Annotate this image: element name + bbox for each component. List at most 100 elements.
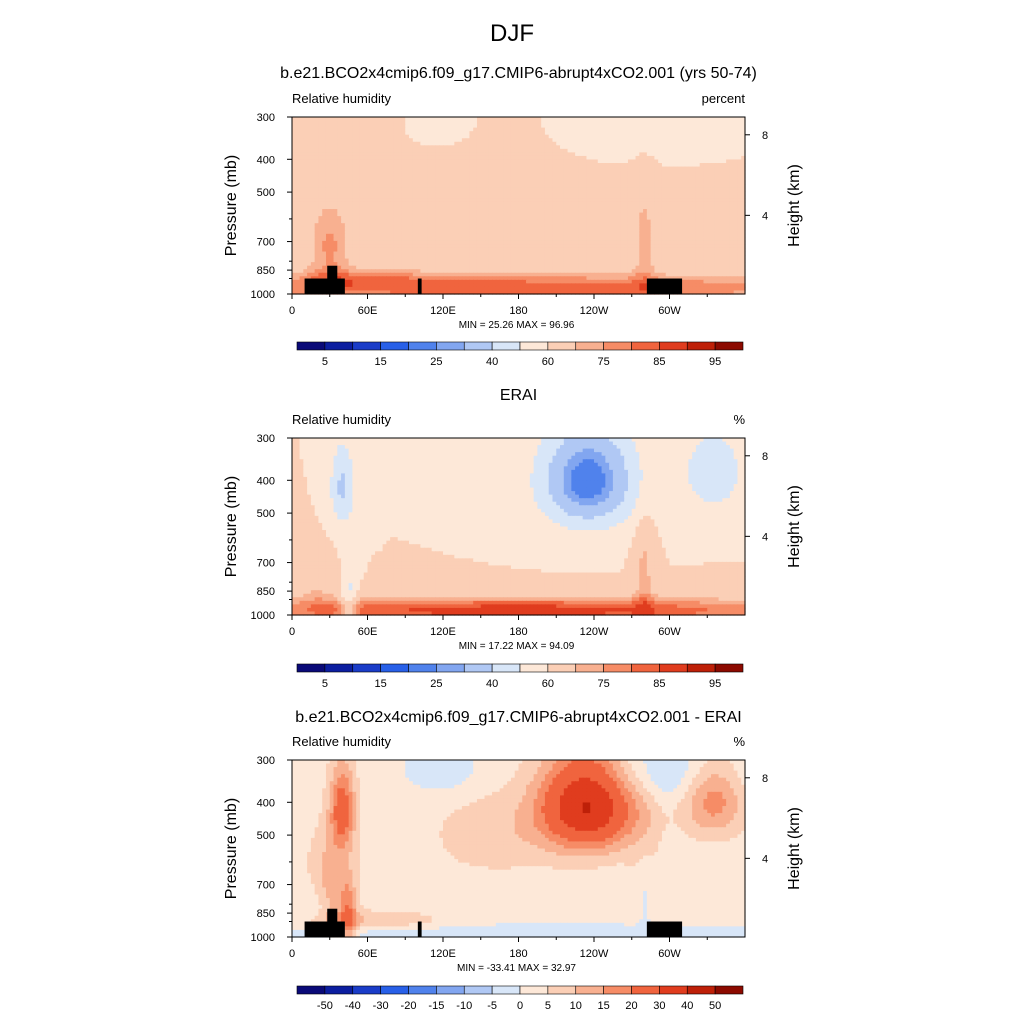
field-cell [458, 251, 463, 256]
field-cell [341, 233, 346, 238]
field-cell [390, 152, 395, 157]
field-cell [348, 262, 354, 267]
field-cell [348, 237, 354, 242]
field-cell [650, 201, 656, 207]
field-cell [680, 247, 686, 253]
field-cell [522, 117, 527, 122]
field-cell [386, 187, 391, 192]
field-cell [726, 173, 731, 178]
field-cell [688, 216, 693, 221]
field-cell [522, 230, 527, 235]
field-cell [352, 155, 357, 161]
field-cell [458, 244, 463, 249]
field-cell [737, 247, 742, 253]
field-cell [356, 201, 361, 207]
field-cell [688, 194, 693, 200]
field-cell [476, 209, 482, 214]
field-cell [699, 177, 705, 182]
field-cell [594, 170, 599, 175]
field-cell [582, 163, 588, 168]
field-cell [424, 191, 429, 196]
field-cell [416, 117, 421, 122]
field-cell [465, 198, 471, 203]
field-cell [669, 191, 674, 196]
field-cell [292, 237, 297, 242]
field-cell [344, 163, 350, 168]
field-cell [529, 134, 535, 139]
field-cell [382, 117, 387, 122]
field-cell [492, 209, 497, 214]
field-cell [741, 180, 746, 185]
field-cell [544, 177, 550, 182]
field-cell [658, 216, 663, 221]
field-cell [688, 205, 693, 210]
field-cell [529, 124, 535, 129]
field-cell [344, 226, 350, 231]
field-cell [488, 244, 493, 249]
field-cell [465, 124, 471, 129]
field-cell [420, 152, 425, 157]
field-cell [439, 127, 444, 132]
field-cell [677, 191, 682, 196]
field-cell [344, 120, 350, 125]
field-cell [371, 223, 376, 228]
field-cell [650, 205, 656, 210]
field-cell [435, 173, 440, 178]
field-cell [356, 177, 361, 182]
field-cell [624, 163, 629, 168]
field-cell [737, 163, 742, 168]
field-cell [639, 120, 644, 125]
field-cell [318, 184, 323, 189]
field-cell [631, 152, 637, 157]
field-cell [356, 166, 361, 171]
field-cell [378, 120, 384, 125]
field-cell [567, 198, 572, 203]
field-cell [375, 233, 380, 238]
field-cell [329, 134, 335, 139]
field-cell [575, 163, 580, 168]
field-cell [295, 251, 301, 256]
field-cell [473, 258, 478, 263]
field-cell [650, 170, 656, 175]
field-cell [541, 148, 546, 153]
field-cell [695, 237, 701, 242]
field-cell [333, 212, 338, 217]
field-cell [371, 187, 376, 192]
field-cell [627, 152, 633, 157]
field-cell [386, 223, 391, 228]
field-cell [325, 127, 331, 132]
field-cell [533, 120, 538, 125]
field-cell [412, 223, 418, 228]
field-cell [548, 177, 554, 182]
field-cell [484, 117, 489, 122]
field-cell [703, 159, 708, 164]
field-cell [510, 223, 516, 228]
field-cell [552, 212, 557, 217]
field-cell [646, 120, 652, 125]
field-cell [390, 258, 395, 263]
field-cell [510, 131, 516, 136]
field-cell [295, 155, 301, 161]
field-cell [548, 155, 554, 161]
field-cell [503, 223, 508, 228]
field-cell [401, 194, 406, 200]
field-cell [703, 194, 708, 200]
field-cell [412, 205, 418, 210]
field-cell [393, 180, 399, 185]
field-cell [639, 216, 644, 221]
field-cell [552, 244, 557, 249]
field-cell [329, 216, 335, 221]
field-cell [348, 141, 354, 146]
field-cell [363, 180, 369, 185]
field-cell [409, 262, 414, 267]
field-cell [492, 216, 497, 221]
field-cell [480, 233, 486, 238]
field-cell [560, 205, 565, 210]
field-cell [737, 180, 742, 185]
field-cell [344, 209, 350, 214]
field-cell [480, 148, 486, 153]
field-cell [333, 230, 338, 235]
field-cell [310, 145, 316, 150]
field-cell [544, 184, 550, 189]
field-cell [556, 255, 561, 260]
